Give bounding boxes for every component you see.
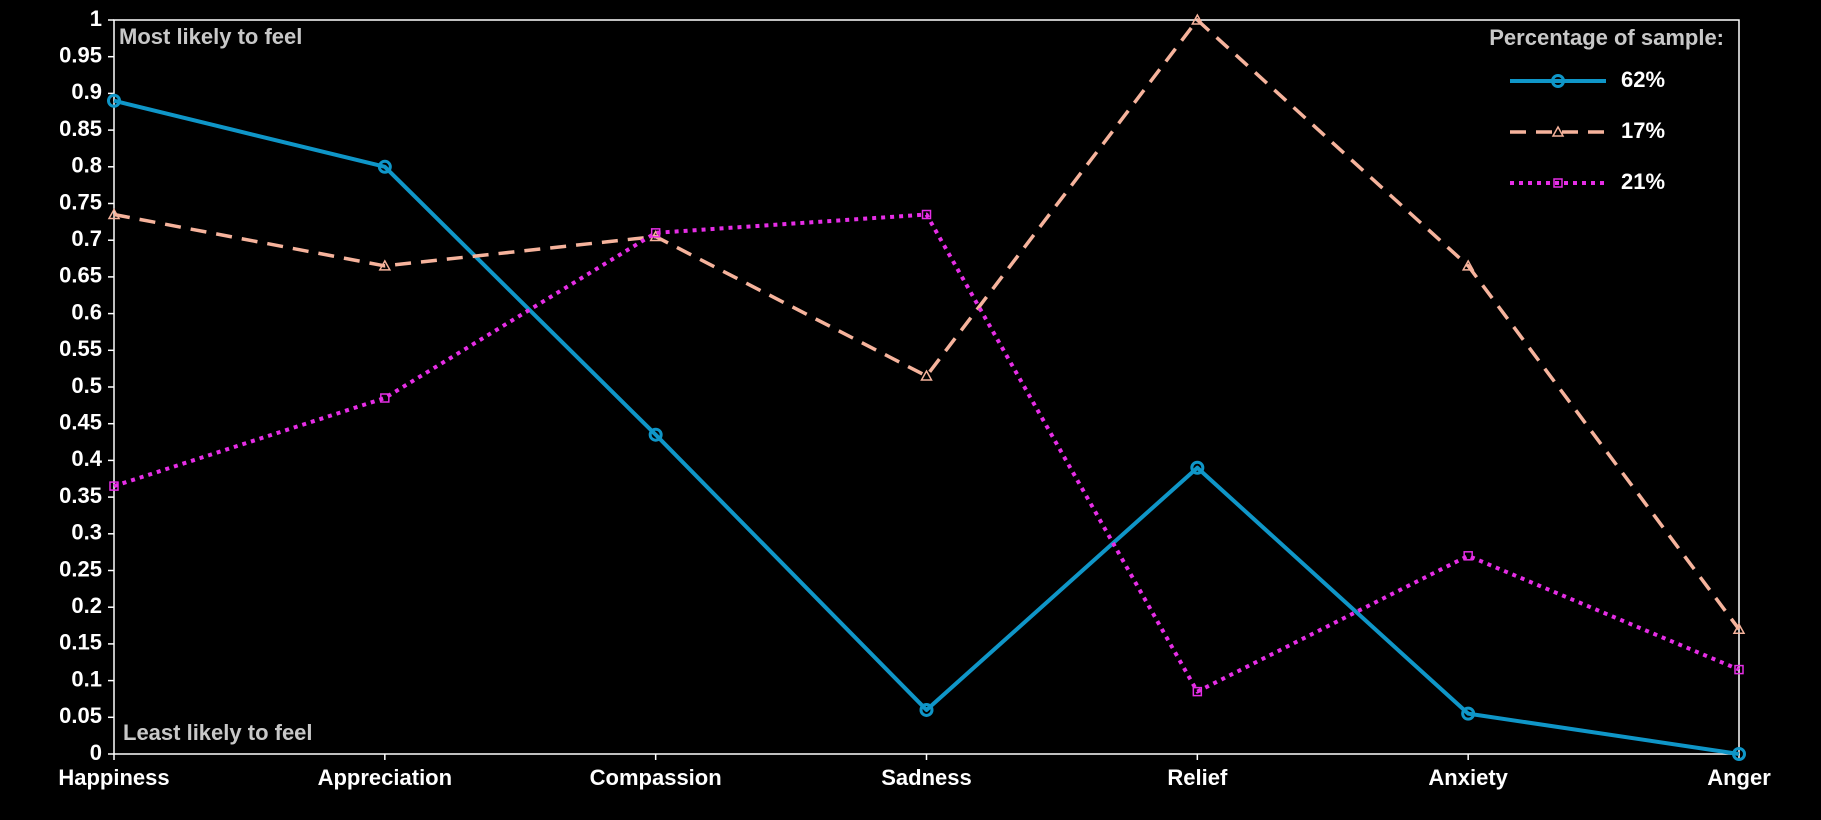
x-tick-label: Compassion <box>590 765 722 790</box>
y-tick-label: 0.4 <box>71 446 102 471</box>
x-tick-label: Sadness <box>881 765 972 790</box>
marker <box>378 259 392 271</box>
y-tick-label: 0.95 <box>59 43 102 68</box>
y-tick-label: 0.85 <box>59 116 102 141</box>
y-tick-label: 0.65 <box>59 263 102 288</box>
marker <box>107 93 121 108</box>
x-tick-label: Appreciation <box>318 765 452 790</box>
series-line <box>113 212 1740 694</box>
marker <box>1732 622 1746 634</box>
marker <box>648 427 663 442</box>
y-tick-label: 0 <box>90 740 102 765</box>
y-tick-label: 0.1 <box>71 666 102 691</box>
y-tick-label: 0.7 <box>71 226 102 251</box>
y-tick-label: 0.8 <box>71 153 102 178</box>
annotation: Most likely to feel <box>119 24 302 49</box>
annotation: Least likely to feel <box>123 720 313 745</box>
marker <box>1551 74 1565 88</box>
marker <box>1734 664 1744 675</box>
marker <box>1461 259 1475 271</box>
marker <box>1463 551 1473 561</box>
marker <box>919 702 934 717</box>
y-tick-label: 0.55 <box>59 336 102 361</box>
legend-label: 62% <box>1621 67 1665 92</box>
y-tick-label: 0.25 <box>59 556 102 581</box>
x-tick-label: Relief <box>1167 765 1228 790</box>
marker <box>1190 460 1205 475</box>
marker <box>650 228 661 238</box>
marker <box>1461 706 1476 721</box>
marker <box>920 369 933 381</box>
y-tick-label: 0.05 <box>59 703 102 728</box>
marker <box>921 209 932 220</box>
marker <box>1553 178 1563 188</box>
y-tick-label: 1 <box>90 6 102 31</box>
y-tick-label: 0.45 <box>59 410 102 435</box>
marker <box>380 393 390 403</box>
y-tick-label: 0.6 <box>71 299 102 324</box>
series-line <box>113 18 1741 631</box>
legend-label: 21% <box>1621 169 1665 194</box>
marker <box>109 481 119 491</box>
y-tick-label: 0.15 <box>59 630 102 655</box>
marker <box>1191 13 1204 25</box>
y-tick-label: 0.9 <box>71 79 102 104</box>
marker <box>1551 125 1565 137</box>
marker <box>1732 747 1746 761</box>
y-tick-label: 0.3 <box>71 520 102 545</box>
y-tick-label: 0.35 <box>59 483 102 508</box>
legend-title: Percentage of sample: <box>1489 25 1724 50</box>
marker <box>1192 686 1203 697</box>
x-tick-label: Anxiety <box>1428 765 1508 790</box>
x-tick-label: Anger <box>1707 765 1771 790</box>
x-tick-label: Happiness <box>58 765 169 790</box>
series-line <box>113 98 1740 756</box>
marker <box>107 207 121 220</box>
y-tick-label: 0.2 <box>71 593 102 618</box>
marker <box>649 229 662 242</box>
y-tick-label: 0.5 <box>71 373 102 398</box>
legend-label: 17% <box>1621 118 1665 143</box>
marker <box>377 159 392 174</box>
y-tick-label: 0.75 <box>59 189 102 214</box>
